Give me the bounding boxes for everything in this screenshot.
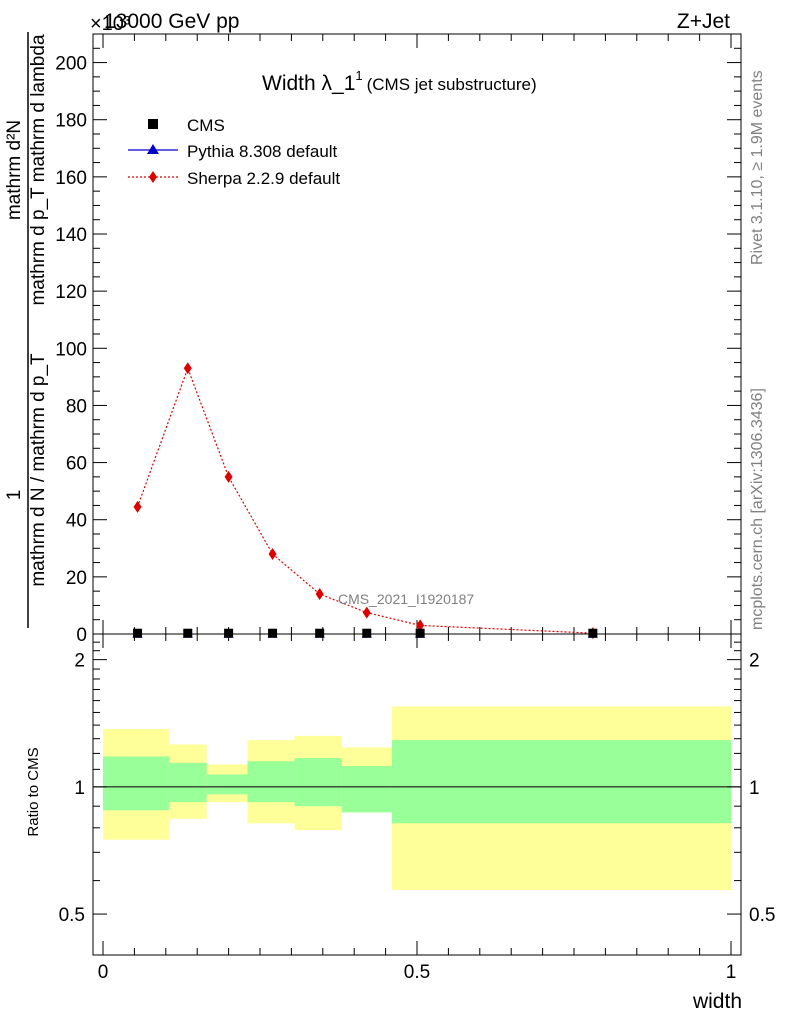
- ratio-y-tick-label-right: 0.5: [749, 905, 775, 926]
- main-panel: 0 20 40 60 80 100 120 140 160 180 200: [55, 33, 742, 646]
- ylabel-numerator: mathrm d²N: [4, 120, 25, 220]
- cms-point: [268, 628, 278, 638]
- ratio-y-tick-label: 0.5: [59, 905, 85, 926]
- ratio-band-inner: [103, 756, 169, 811]
- x-tick-label: 0.5: [404, 962, 430, 983]
- ratio-y-tick-label-right: 1: [749, 778, 760, 799]
- y-tick-label: 60: [66, 454, 87, 475]
- ratio-band-inner: [294, 758, 342, 807]
- y-tick-label: 0: [76, 625, 87, 646]
- cms-point: [362, 628, 372, 638]
- y-tick-label: 140: [55, 225, 87, 246]
- rivet-label: Rivet 3.1.10, ≥ 1.9M events: [749, 70, 766, 265]
- ylabel-numerator-sub: mathrm d p_T mathrm d lambda: [28, 34, 49, 305]
- sherpa-point: [362, 606, 371, 619]
- cms-point: [415, 628, 425, 638]
- y-tick-label: 160: [55, 168, 87, 189]
- ylabel-denominator: mathrm d N / mathrm d p_T: [28, 353, 49, 587]
- legend-pythia-label: Pythia 8.308 default: [187, 142, 338, 161]
- legend-pythia-marker: [147, 144, 159, 154]
- y-tick-label: 80: [66, 396, 87, 417]
- ratio-y-label: Ratio to CMS: [25, 747, 42, 836]
- analysis-label: CMS_2021_I1920187: [338, 591, 474, 607]
- sherpa-point: [268, 548, 277, 560]
- ratio-panel: 0.5 0.5 1 1 2 2 0 0.5 1: [59, 633, 775, 983]
- sherpa-point: [416, 619, 425, 632]
- x-axis-label: width: [692, 990, 742, 1013]
- y-axis-label: mathrm d²N mathrm d p_T mathrm d lambda …: [4, 32, 49, 628]
- process-label: Z+Jet: [677, 10, 730, 33]
- legend-sherpa-marker: [149, 171, 157, 183]
- cms-point: [133, 628, 143, 638]
- sherpa-point: [315, 588, 324, 600]
- cms-point: [183, 628, 193, 638]
- ratio-y-tick-label: 1: [74, 778, 85, 799]
- x-tick-label: 0: [98, 962, 109, 983]
- mcplots-label: mcplots.cern.ch [arXiv:1306.3436]: [749, 388, 766, 630]
- sherpa-point: [183, 362, 192, 375]
- y-tick-label: 100: [55, 339, 87, 360]
- cms-point: [315, 628, 325, 638]
- ratio-band-inner: [168, 762, 207, 803]
- ratio-band-inner: [341, 766, 392, 813]
- cms-point: [588, 628, 598, 638]
- legend-sherpa-label: Sherpa 2.2.9 default: [187, 169, 340, 188]
- sherpa-point: [224, 470, 233, 483]
- x-tick-label: 1: [726, 962, 737, 983]
- ylabel-prefix: 1: [4, 490, 25, 501]
- y-exponent-label: ×10³: [90, 13, 131, 35]
- ratio-y-tick-label: 2: [74, 651, 85, 672]
- legend: CMS Pythia 8.308 default Sherpa 2.2.9 defa…: [128, 116, 340, 188]
- cms-point: [224, 628, 234, 638]
- energy-label: 13000 GeV pp: [104, 10, 239, 33]
- legend-cms-label: CMS: [187, 116, 225, 135]
- sherpa-point: [133, 500, 142, 513]
- y-tick-label: 120: [55, 282, 87, 303]
- ratio-y-tick-label-right: 2: [749, 651, 760, 672]
- ratio-band-inner: [206, 774, 248, 795]
- y-tick-label: 180: [55, 111, 87, 132]
- legend-cms-marker: [148, 119, 158, 129]
- y-tick-label: 200: [55, 54, 87, 75]
- chart-title: Width λ_11 (CMS jet substructure): [262, 68, 537, 95]
- y-tick-label: 40: [66, 511, 87, 532]
- ratio-band-inner: [391, 740, 731, 824]
- y-tick-label: 20: [66, 568, 87, 589]
- ratio-band-inner: [247, 761, 295, 803]
